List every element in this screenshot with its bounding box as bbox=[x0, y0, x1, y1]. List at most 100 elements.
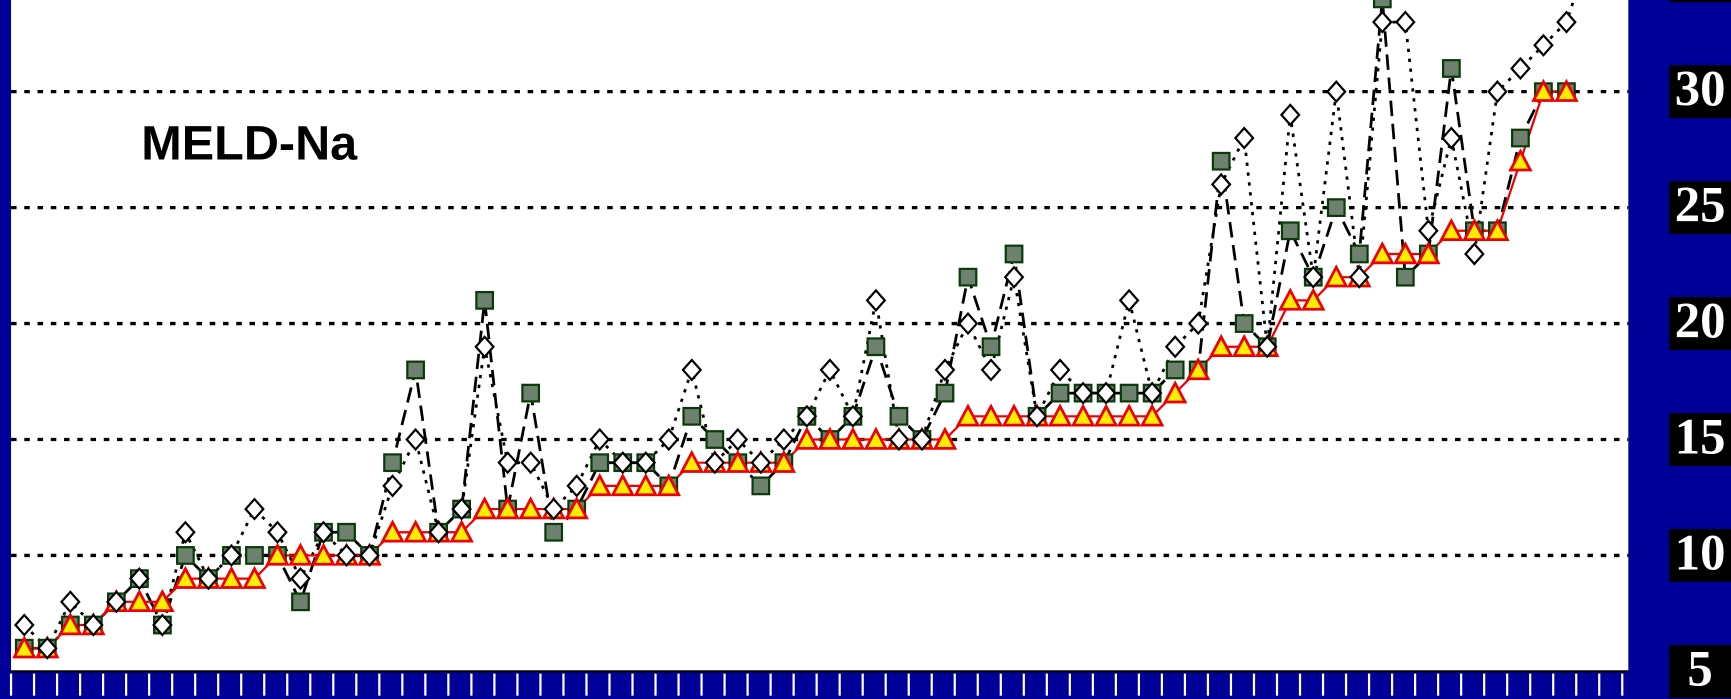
y-tick-label-box bbox=[1669, 65, 1731, 119]
triangle-marker bbox=[1301, 287, 1326, 311]
diamond-marker bbox=[129, 567, 150, 591]
square-marker bbox=[1234, 314, 1254, 333]
diamond-marker bbox=[382, 474, 403, 498]
triangle-marker bbox=[242, 565, 267, 589]
diamond-marker bbox=[1279, 103, 1301, 127]
square-marker bbox=[935, 383, 955, 403]
square-marker bbox=[1441, 59, 1461, 78]
diamond-marker bbox=[313, 520, 334, 544]
triangle-marker bbox=[587, 472, 612, 497]
square-marker bbox=[1326, 198, 1346, 217]
diamond-marker bbox=[658, 427, 680, 452]
diamond-marker bbox=[635, 451, 657, 475]
y-tick-label-box bbox=[1669, 644, 1731, 698]
square-marker bbox=[337, 522, 356, 542]
diamond-marker bbox=[796, 404, 818, 428]
square-marker bbox=[590, 453, 610, 473]
triangle-marker bbox=[1139, 403, 1165, 427]
triangle-marker bbox=[1278, 287, 1303, 311]
triangle-marker bbox=[840, 426, 866, 450]
triangle-marker bbox=[127, 588, 152, 613]
diamond-marker bbox=[1556, 10, 1577, 34]
diamond-marker bbox=[612, 451, 634, 475]
diamond-marker bbox=[1510, 56, 1531, 81]
square-marker bbox=[981, 337, 1001, 357]
triangle-marker bbox=[1116, 403, 1142, 427]
triangle-marker bbox=[311, 542, 336, 566]
square-marker bbox=[1119, 383, 1139, 403]
triangle-marker bbox=[978, 403, 1004, 427]
triangle-marker bbox=[219, 565, 244, 589]
diamond-marker bbox=[36, 636, 58, 660]
x-axis bbox=[9, 670, 1629, 696]
y-tick-label: 20 bbox=[1675, 292, 1726, 348]
diamond-marker bbox=[244, 497, 265, 521]
square-marker bbox=[1004, 244, 1024, 264]
diamond-marker bbox=[842, 404, 864, 428]
diamond-marker bbox=[83, 613, 104, 637]
triangle-marker bbox=[380, 519, 405, 543]
y-tick-label: 10 bbox=[1675, 524, 1726, 580]
diamond-marker bbox=[543, 497, 564, 521]
triangle-marker bbox=[518, 496, 543, 520]
square-marker bbox=[1395, 267, 1415, 287]
series-markers bbox=[12, 0, 1579, 660]
diamond-marker bbox=[60, 590, 81, 614]
square-marker bbox=[1211, 151, 1231, 171]
y-tick-label-box bbox=[1669, 297, 1731, 351]
y-tick-label-box bbox=[1669, 528, 1731, 582]
triangle-marker bbox=[955, 403, 981, 427]
triangle-marker bbox=[794, 426, 820, 450]
diamond-marker bbox=[980, 358, 1002, 382]
triangle-marker bbox=[472, 496, 497, 520]
triangle-marker bbox=[932, 426, 958, 450]
diamond-marker bbox=[1141, 381, 1163, 405]
diamond-marker bbox=[957, 311, 979, 336]
triangle-marker bbox=[1531, 78, 1556, 102]
triangle-marker bbox=[1047, 403, 1073, 427]
diamond-marker bbox=[267, 520, 288, 544]
diamond-marker bbox=[359, 543, 380, 568]
triangle-marker bbox=[1485, 217, 1510, 242]
triangle-marker bbox=[725, 449, 751, 473]
triangle-marker bbox=[403, 519, 428, 543]
annotation: MELD-Na bbox=[141, 117, 358, 171]
diamond-marker bbox=[198, 567, 219, 591]
y-tick-label: 35 bbox=[1675, 0, 1726, 1]
triangle-marker bbox=[1324, 264, 1349, 288]
triangle-marker bbox=[1508, 148, 1533, 172]
diamond-marker bbox=[1372, 10, 1393, 34]
diamond-marker bbox=[819, 358, 841, 382]
triangle-marker bbox=[1416, 241, 1441, 265]
square-marker bbox=[866, 337, 886, 357]
square-marker bbox=[889, 406, 909, 426]
triangle-marker bbox=[265, 542, 290, 566]
triangle-marker bbox=[656, 472, 682, 497]
triangle-marker bbox=[564, 496, 589, 520]
y-tick-label-box bbox=[1669, 181, 1731, 235]
diamond-marker bbox=[497, 451, 518, 475]
triangle-marker bbox=[1462, 217, 1487, 242]
diamond-marker bbox=[152, 613, 173, 637]
square-marker bbox=[1165, 360, 1185, 380]
y-tick-label: 25 bbox=[1675, 176, 1726, 232]
diamond-marker bbox=[1072, 381, 1094, 405]
diamond-marker bbox=[1095, 381, 1117, 405]
diamond-marker bbox=[1118, 288, 1140, 312]
diamond-marker bbox=[1533, 33, 1554, 57]
triangle-marker bbox=[679, 449, 705, 473]
diamond-marker bbox=[428, 520, 449, 544]
triangle-marker bbox=[58, 612, 83, 636]
diamond-marker bbox=[911, 427, 933, 452]
triangle-marker bbox=[288, 542, 313, 566]
triangle-marker bbox=[449, 519, 474, 543]
square-marker bbox=[383, 453, 402, 473]
square-marker bbox=[1372, 0, 1392, 9]
triangle-marker bbox=[771, 449, 797, 473]
y-tick-label-box bbox=[1669, 412, 1731, 466]
square-marker bbox=[705, 430, 725, 449]
diamond-marker bbox=[1210, 172, 1232, 197]
diamond-marker bbox=[13, 613, 35, 637]
diamond-marker bbox=[1325, 80, 1347, 104]
square-marker bbox=[1349, 244, 1369, 264]
